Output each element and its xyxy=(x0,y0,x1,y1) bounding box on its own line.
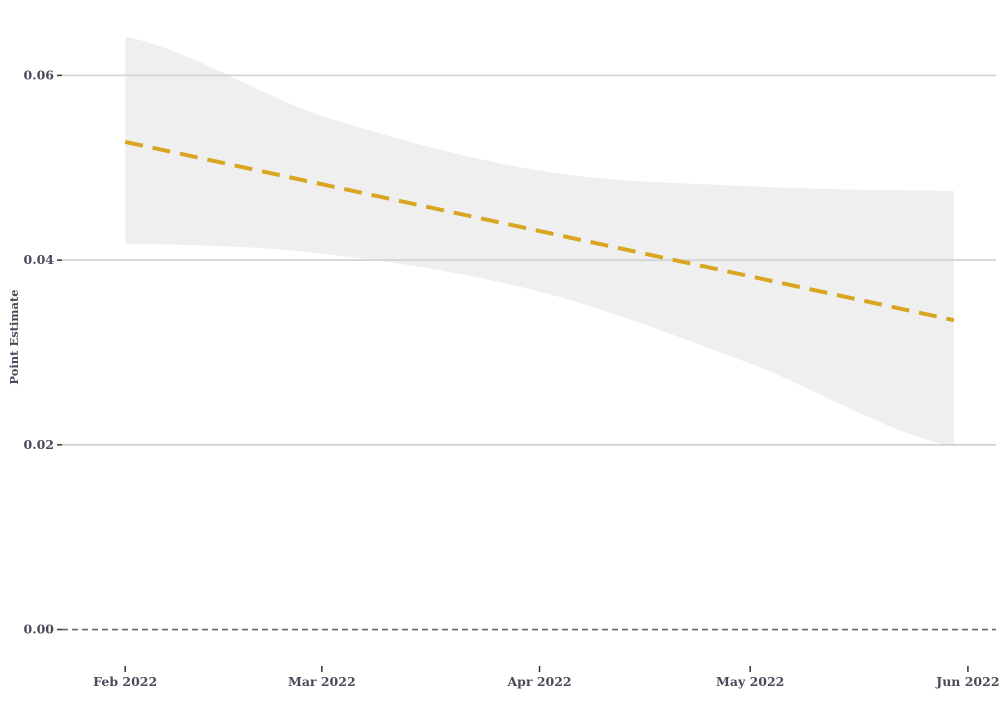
x-tick-label: Mar 2022 xyxy=(288,674,356,689)
series-layer xyxy=(124,139,955,323)
x-axis-ticks: Feb 2022 Mar 2022 Apr 2022 May 2022 Jun 2022 xyxy=(93,666,1000,689)
x-tick-label: Feb 2022 xyxy=(93,674,157,689)
y-tick-label: 0.04 xyxy=(24,252,55,267)
gridlines xyxy=(62,74,996,446)
y-tick-label: 0.02 xyxy=(24,437,54,452)
x-tick-label: Apr 2022 xyxy=(506,674,571,689)
x-tick-label: Jun 2022 xyxy=(935,674,999,689)
y-axis-title: Point Estimate xyxy=(7,289,21,384)
confidence-band-layer xyxy=(125,36,954,447)
y-tick-label: 0.00 xyxy=(24,622,55,637)
y-axis-ticks: 0.00 0.02 0.04 0.06 xyxy=(24,67,62,637)
y-tick-label: 0.06 xyxy=(24,67,55,82)
x-tick-label: May 2022 xyxy=(716,674,784,689)
estimate-line xyxy=(124,139,955,323)
confidence-band xyxy=(125,36,954,447)
